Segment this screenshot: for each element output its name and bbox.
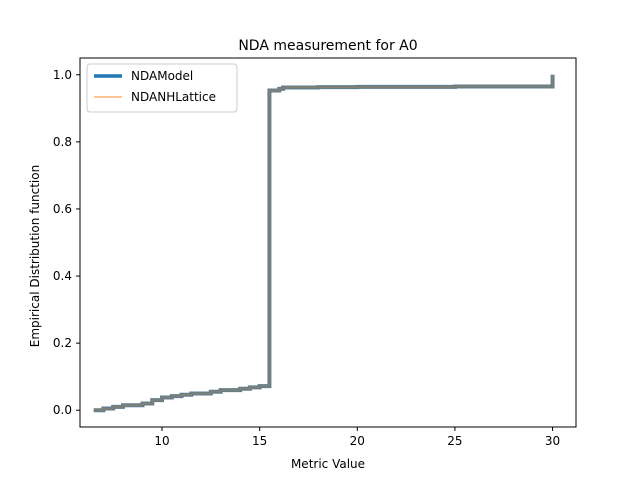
x-tick-label: 15 [252, 434, 267, 448]
chart-title: NDA measurement for A0 [238, 38, 417, 54]
y-tick-label: 0.4 [53, 269, 72, 283]
y-tick-label: 0.2 [53, 336, 72, 350]
x-tick-label: 10 [154, 434, 169, 448]
x-axis-label: Metric Value [291, 457, 365, 471]
legend-label: NDANHLattice [131, 90, 216, 104]
legend: NDAModel NDANHLattice [86, 63, 238, 113]
y-axis: 0.0 0.2 0.4 0.6 0.8 1.0 [53, 68, 80, 417]
y-tick-label: 1.0 [53, 68, 72, 82]
axes-frame [79, 57, 577, 428]
y-axis-label: Empirical Distribution function [28, 165, 42, 347]
legend-label: NDAModel [131, 69, 193, 83]
y-tick-label: 0.8 [53, 135, 72, 149]
legend-box [86, 63, 238, 113]
x-tick-label: 20 [350, 434, 365, 448]
y-tick-label: 0.0 [53, 403, 72, 417]
y-tick-label: 0.6 [53, 202, 72, 216]
x-tick-label: 25 [447, 434, 462, 448]
series-line-ndamodel [93, 74, 555, 413]
series-line-ndanhlattice [93, 74, 554, 411]
x-axis: 10 15 20 25 30 [154, 427, 560, 448]
x-tick-label: 30 [545, 434, 560, 448]
plot-area [93, 74, 555, 413]
